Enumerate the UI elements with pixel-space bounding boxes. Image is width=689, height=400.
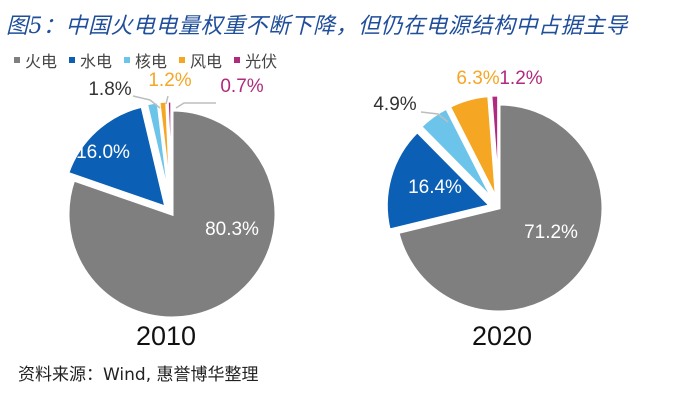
legend-swatch-hydro [69, 57, 76, 63]
data-label-2010-thermal: 80.3% [205, 219, 259, 240]
pie-slice-2010-hydro [65, 104, 169, 210]
pie-title-2010: 2010 [136, 321, 196, 351]
legend-item-wind: 风电 [179, 48, 222, 72]
data-label-2020-nuclear: 4.9% [373, 94, 416, 115]
leader-line-2010-wind [165, 95, 169, 105]
legend-label-solar: 光伏 [245, 52, 278, 71]
leader-line-2010-solar [175, 102, 216, 109]
pie-title-2020: 2020 [472, 321, 532, 351]
data-label-2010-hydro: 16.0% [76, 142, 130, 163]
data-label-2020-thermal: 71.2% [524, 222, 578, 243]
data-label-2020-solar: 1.2% [499, 68, 542, 89]
legend-swatch-wind [179, 57, 186, 63]
legend: 火电 水电 核电 风电 光伏 [14, 48, 289, 72]
pie-slice-2020-wind [447, 94, 499, 201]
data-label-2020-wind: 6.3% [456, 68, 499, 89]
legend-label-wind: 风电 [190, 52, 223, 71]
source-note: 资料来源：Wind, 惠誉博华整理 [18, 365, 259, 385]
pie-slice-2020-hydro [384, 129, 494, 232]
pie-slice-2020-nuclear [418, 106, 496, 202]
data-label-2010-solar: 0.7% [220, 76, 263, 97]
legend-swatch-nuclear [124, 57, 131, 63]
data-label-2020-hydro: 16.4% [408, 177, 462, 198]
figure-title: 图5：中国火电电量权重不断下降，但仍在电源结构中占据主导 [6, 14, 628, 39]
pie-chart-2010: 80.3% 16.0% 1.8% 1.2% 0.7% 2010 [65, 70, 278, 351]
pie-slice-2010-thermal [66, 108, 278, 320]
legend-label-hydro: 水电 [80, 52, 113, 71]
leader-line-2020-nuclear [420, 111, 449, 123]
legend-swatch-thermal [14, 57, 20, 63]
legend-swatch-solar [234, 57, 241, 63]
pie-slice-2020-solar [489, 93, 501, 200]
pie-slice-2020-thermal [396, 102, 605, 314]
data-label-2010-nuclear: 1.8% [88, 79, 131, 100]
pie-chart-2020: 71.2% 16.4% 4.9% 6.3% 1.2% 2020 [373, 68, 605, 351]
legend-item-solar: 光伏 [234, 48, 277, 72]
legend-item-thermal: 火电 [14, 48, 57, 72]
legend-item-hydro: 水电 [69, 48, 112, 72]
legend-label-nuclear: 核电 [135, 52, 168, 71]
leader-line-2010-nuclear [132, 95, 161, 109]
data-label-2010-wind: 1.2% [148, 70, 191, 91]
legend-label-thermal: 火电 [25, 52, 58, 71]
legend-item-nuclear: 核电 [124, 48, 167, 72]
